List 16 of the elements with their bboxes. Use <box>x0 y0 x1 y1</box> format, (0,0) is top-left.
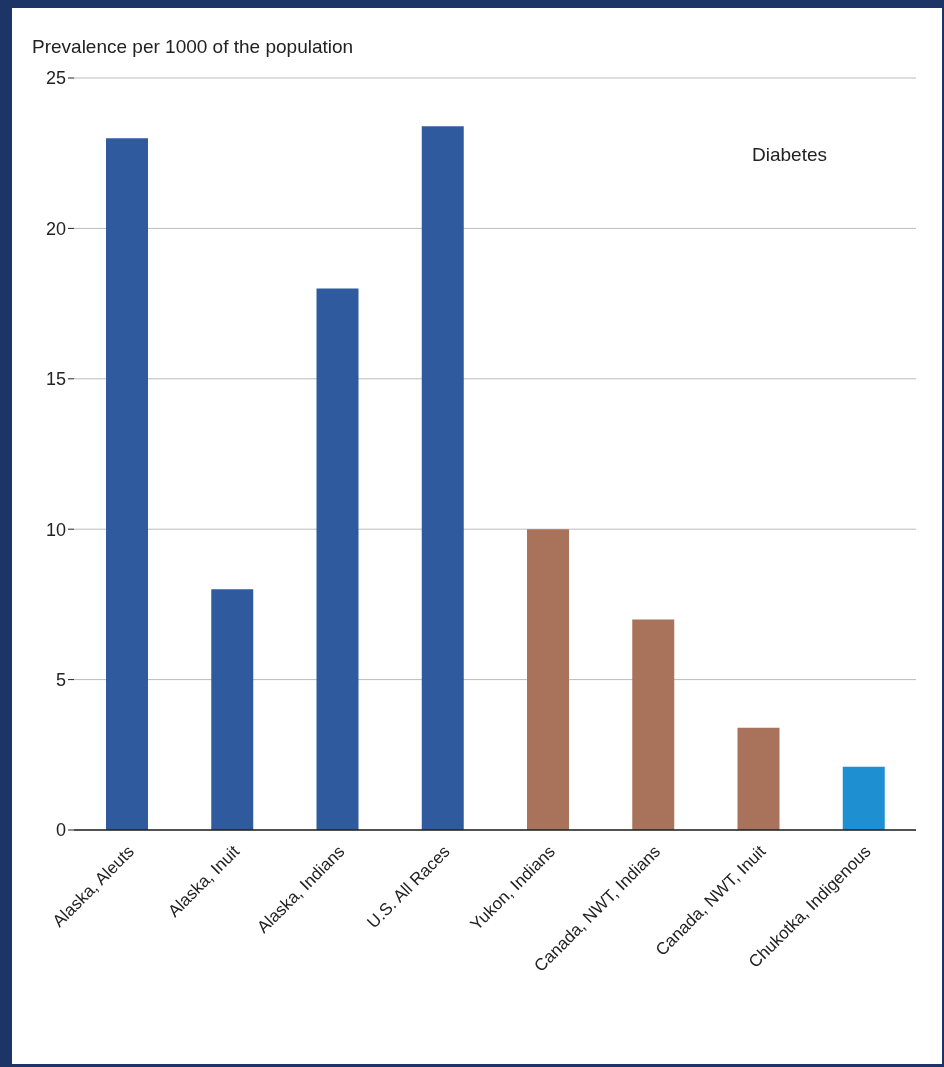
bar <box>211 589 254 830</box>
bar <box>421 126 464 830</box>
bar <box>842 766 885 830</box>
bar <box>527 529 569 830</box>
bar <box>316 288 359 830</box>
bar <box>632 619 675 830</box>
bar <box>106 138 148 830</box>
y-tick-label: 0 <box>55 820 66 841</box>
annotation: Diabetes <box>752 144 827 166</box>
y-tick-label: 15 <box>45 369 66 390</box>
y-tick-label: 5 <box>55 669 66 690</box>
y-tick-label: 25 <box>45 68 66 89</box>
y-tick-label: 20 <box>45 218 66 239</box>
y-tick-label: 10 <box>45 519 66 540</box>
y-axis-title: Prevalence per 1000 of the population <box>32 36 354 58</box>
bar <box>737 727 780 830</box>
